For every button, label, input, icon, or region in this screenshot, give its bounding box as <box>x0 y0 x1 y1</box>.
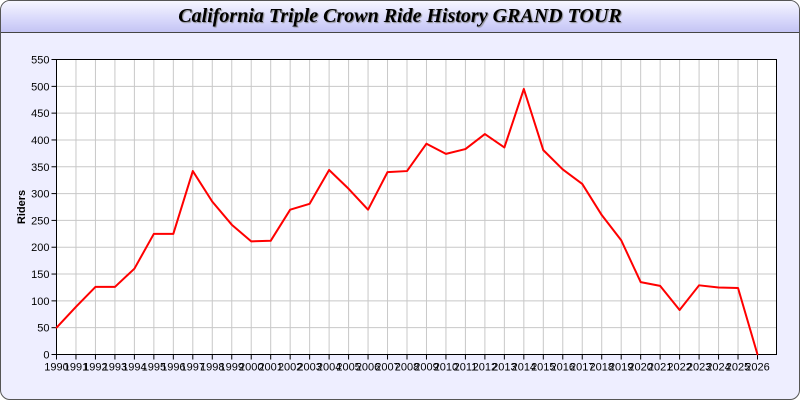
data-point <box>445 153 447 155</box>
data-point <box>620 239 622 242</box>
data-point <box>55 326 58 329</box>
data-point <box>192 170 194 172</box>
x-tick-label: 2024 <box>706 362 730 374</box>
x-tick-label: 2012 <box>473 362 497 374</box>
x-tick-label: 2019 <box>609 362 633 374</box>
x-tick-label: 2011 <box>454 362 478 374</box>
data-point <box>75 305 77 308</box>
x-tick-label: 2023 <box>687 362 711 374</box>
data-point <box>523 88 525 90</box>
x-tick-label: 2015 <box>531 362 555 374</box>
x-tick-label: 1990 <box>44 362 68 374</box>
data-point <box>484 133 486 135</box>
y-tick-label: 500 <box>31 81 49 93</box>
data-point <box>503 146 506 149</box>
data-point <box>600 214 603 216</box>
x-tick-label: 1992 <box>83 362 107 374</box>
data-point <box>425 142 428 145</box>
data-point <box>581 183 584 185</box>
data-point <box>717 286 720 289</box>
x-tick-label: 2005 <box>336 362 360 374</box>
data-point <box>464 148 467 150</box>
x-tick-label: 1993 <box>103 362 127 374</box>
y-tick-label: 0 <box>43 350 49 362</box>
x-tick-label: 2017 <box>570 362 594 374</box>
x-tick-label: 2016 <box>551 362 575 374</box>
data-point <box>250 240 253 243</box>
y-tick-label: 250 <box>31 215 49 227</box>
y-tick-label: 450 <box>31 108 49 120</box>
data-point <box>347 187 350 190</box>
x-tick-label: 2025 <box>726 362 750 374</box>
x-tick-label: 2021 <box>648 362 672 374</box>
x-tick-label: 2004 <box>317 362 341 374</box>
x-tick-label: 1995 <box>142 362 166 374</box>
data-point <box>211 200 214 203</box>
x-tick-label: 2007 <box>375 362 399 374</box>
data-point <box>172 233 175 235</box>
series-marks <box>55 88 759 356</box>
chart-title: California Triple Crown Ride History GRA… <box>178 5 622 27</box>
x-tick-label: 1996 <box>161 362 185 374</box>
x-tick-label: 2020 <box>628 362 652 374</box>
y-axis-label: Riders <box>16 190 28 224</box>
y-tick-label: 550 <box>31 55 49 67</box>
y-tick-label: 300 <box>31 189 49 201</box>
x-tick-label: 1997 <box>181 362 205 374</box>
x-tick-label: 2026 <box>745 362 769 374</box>
x-tick-label: 2018 <box>589 362 613 374</box>
x-tick-label: 2002 <box>278 362 302 374</box>
data-point <box>756 353 759 356</box>
data-point <box>561 168 564 171</box>
data-point <box>328 169 330 171</box>
data-point <box>639 281 642 283</box>
data-point <box>269 239 272 242</box>
data-point <box>659 285 661 287</box>
x-tick-label: 2001 <box>258 362 282 374</box>
axes: 1990199119921993199419951996199719981999… <box>31 55 777 374</box>
x-tick-label: 2009 <box>414 362 438 374</box>
data-point <box>94 286 97 288</box>
x-tick-label: 1999 <box>220 362 244 374</box>
data-point <box>698 284 700 287</box>
data-point <box>114 286 116 288</box>
data-point <box>406 170 408 172</box>
data-point <box>230 223 233 226</box>
y-tick-label: 50 <box>37 323 49 335</box>
x-tick-label: 1998 <box>200 362 224 374</box>
x-tick-label: 2006 <box>356 362 380 374</box>
data-point <box>133 267 136 270</box>
x-tick-label: 2003 <box>297 362 321 374</box>
x-tick-label: 1994 <box>122 362 146 374</box>
data-point <box>153 233 155 235</box>
x-tick-label: 2010 <box>434 362 458 374</box>
data-point <box>367 208 369 211</box>
y-tick-label: 400 <box>31 135 49 147</box>
data-point <box>678 309 681 311</box>
data-point <box>308 202 311 205</box>
data-point <box>289 208 291 211</box>
data-point <box>737 287 739 289</box>
y-tick-label: 150 <box>31 269 49 281</box>
x-tick-label: 2014 <box>512 362 536 374</box>
plot-area <box>56 59 777 354</box>
x-tick-label: 2022 <box>667 362 691 374</box>
x-tick-label: 1991 <box>64 362 88 374</box>
x-tick-label: 2013 <box>492 362 516 374</box>
data-point <box>542 149 545 151</box>
y-tick-label: 350 <box>31 162 49 174</box>
y-tick-label: 200 <box>31 242 49 254</box>
x-tick-label: 2000 <box>239 362 263 374</box>
x-tick-label: 2008 <box>395 362 419 374</box>
data-point <box>386 171 389 173</box>
y-tick-label: 100 <box>31 296 49 308</box>
plot-border <box>56 59 777 355</box>
title-bar: California Triple Crown Ride History GRA… <box>1 1 799 33</box>
